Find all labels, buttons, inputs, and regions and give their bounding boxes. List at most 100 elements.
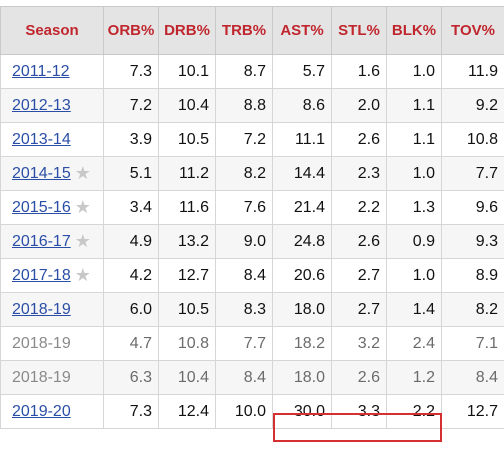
trb-pct-cell: 8.4 [215,258,273,293]
ast-pct-cell: 21.4 [272,190,332,225]
ast-pct-cell: 20.6 [272,258,332,293]
blk-pct-cell: 1.0 [386,156,442,191]
drb-pct-cell: 10.5 [158,292,216,327]
ast-pct-cell: 5.7 [272,54,332,89]
stl-pct-cell: 3.3 [331,394,387,429]
drb-pct-cell: 10.4 [158,88,216,123]
drb-pct-cell: 11.2 [158,156,216,191]
season-cell: 2016-17 ★ [0,224,104,259]
blk-pct-cell: 1.0 [386,54,442,89]
tov-pct-cell: 8.4 [441,360,504,395]
blk-pct-cell: 1.3 [386,190,442,225]
table-row: 2013-14 3.9 10.5 7.2 11.1 2.6 1.1 10.8 [0,122,504,157]
column-header-orb-pct[interactable]: ORB% [103,6,159,55]
season-cell: 2014-15 ★ [0,156,104,191]
tov-pct-cell: 9.3 [441,224,504,259]
orb-pct-cell: 4.2 [103,258,159,293]
season-link[interactable]: 2018-19 [12,300,71,318]
drb-pct-cell: 12.4 [158,394,216,429]
star-icon: ★ [74,163,91,183]
trb-pct-cell: 10.0 [215,394,273,429]
tov-pct-cell: 9.2 [441,88,504,123]
ast-pct-cell: 18.0 [272,360,332,395]
trb-pct-cell: 8.4 [215,360,273,395]
orb-pct-cell: 6.3 [103,360,159,395]
column-header-ast-pct[interactable]: AST% [272,6,332,55]
orb-pct-cell: 4.9 [103,224,159,259]
drb-pct-cell: 10.5 [158,122,216,157]
tov-pct-cell: 10.8 [441,122,504,157]
orb-pct-cell: 7.3 [103,54,159,89]
ast-pct-cell: 30.0 [272,394,332,429]
blk-pct-cell: 1.2 [386,360,442,395]
table-row: 2019-20 7.3 12.4 10.0 30.0 3.3 2.2 12.7 [0,394,504,429]
season-link[interactable]: 2015-16 [12,199,71,216]
blk-pct-cell: 0.9 [386,224,442,259]
ast-pct-cell: 24.8 [272,224,332,259]
season-link[interactable]: 2011-12 [12,62,70,80]
season-cell: 2018-19 [0,360,104,395]
season-cell: 2018-19 [0,292,104,327]
season-cell: 2019-20 [0,394,104,429]
table-row: 2012-13 7.2 10.4 8.8 8.6 2.0 1.1 9.2 [0,88,504,123]
blk-pct-cell: 1.1 [386,88,442,123]
column-header-drb-pct[interactable]: DRB% [158,6,216,55]
trb-pct-cell: 8.8 [215,88,273,123]
orb-pct-cell: 3.9 [103,122,159,157]
column-header-blk-pct[interactable]: BLK% [386,6,442,55]
orb-pct-cell: 7.2 [103,88,159,123]
table-row: 2015-16 ★ 3.4 11.6 7.6 21.4 2.2 1.3 9.6 [0,190,504,225]
table-row: 2016-17 ★ 4.9 13.2 9.0 24.8 2.6 0.9 9.3 [0,224,504,259]
season-link[interactable]: 2019-20 [12,402,71,420]
stl-pct-cell: 2.3 [331,156,387,191]
season-cell: 2011-12 [0,54,104,89]
stl-pct-cell: 1.6 [331,54,387,89]
orb-pct-cell: 4.7 [103,326,159,361]
column-header-tov-pct[interactable]: TOV% [441,6,504,55]
table-row: 2014-15 ★ 5.1 11.2 8.2 14.4 2.3 1.0 7.7 [0,156,504,191]
trb-pct-cell: 7.7 [215,326,273,361]
column-header-season[interactable]: Season [0,6,104,55]
orb-pct-cell: 5.1 [103,156,159,191]
advanced-stats-table: Season ORB% DRB% TRB% AST% STL% BLK% TOV… [0,6,504,429]
ast-pct-cell: 18.2 [272,326,332,361]
season-link[interactable]: 2014-15 [12,165,71,182]
table-header-row: Season ORB% DRB% TRB% AST% STL% BLK% TOV… [0,6,504,55]
season-link[interactable]: 2017-18 [12,267,71,284]
tov-pct-cell: 8.9 [441,258,504,293]
trb-pct-cell: 9.0 [215,224,273,259]
table-row: 2018-19 4.7 10.8 7.7 18.2 3.2 2.4 7.1 [0,326,504,361]
stl-pct-cell: 2.7 [331,292,387,327]
season-link[interactable]: 2013-14 [12,130,71,148]
drb-pct-cell: 10.8 [158,326,216,361]
season-link[interactable]: 2012-13 [12,96,71,114]
stl-pct-cell: 2.2 [331,190,387,225]
blk-pct-cell: 2.4 [386,326,442,361]
trb-pct-cell: 8.7 [215,54,273,89]
column-header-trb-pct[interactable]: TRB% [215,6,273,55]
drb-pct-cell: 12.7 [158,258,216,293]
table-row: 2017-18 ★ 4.2 12.7 8.4 20.6 2.7 1.0 8.9 [0,258,504,293]
season-cell: 2015-16 ★ [0,190,104,225]
star-icon: ★ [74,231,91,251]
table-row: 2011-12 7.3 10.1 8.7 5.7 1.6 1.0 11.9 [0,54,504,89]
season-cell: 2012-13 [0,88,104,123]
orb-pct-cell: 6.0 [103,292,159,327]
season-cell: 2017-18 ★ [0,258,104,293]
star-icon: ★ [74,197,91,217]
trb-pct-cell: 7.6 [215,190,273,225]
ast-pct-cell: 11.1 [272,122,332,157]
season-link[interactable]: 2016-17 [12,233,71,250]
stl-pct-cell: 2.0 [331,88,387,123]
tov-pct-cell: 11.9 [441,54,504,89]
star-icon: ★ [74,265,91,285]
drb-pct-cell: 13.2 [158,224,216,259]
season-cell: 2013-14 [0,122,104,157]
tov-pct-cell: 12.7 [441,394,504,429]
stl-pct-cell: 3.2 [331,326,387,361]
drb-pct-cell: 11.6 [158,190,216,225]
blk-pct-cell: 1.0 [386,258,442,293]
column-header-stl-pct[interactable]: STL% [331,6,387,55]
trb-pct-cell: 7.2 [215,122,273,157]
trb-pct-cell: 8.2 [215,156,273,191]
